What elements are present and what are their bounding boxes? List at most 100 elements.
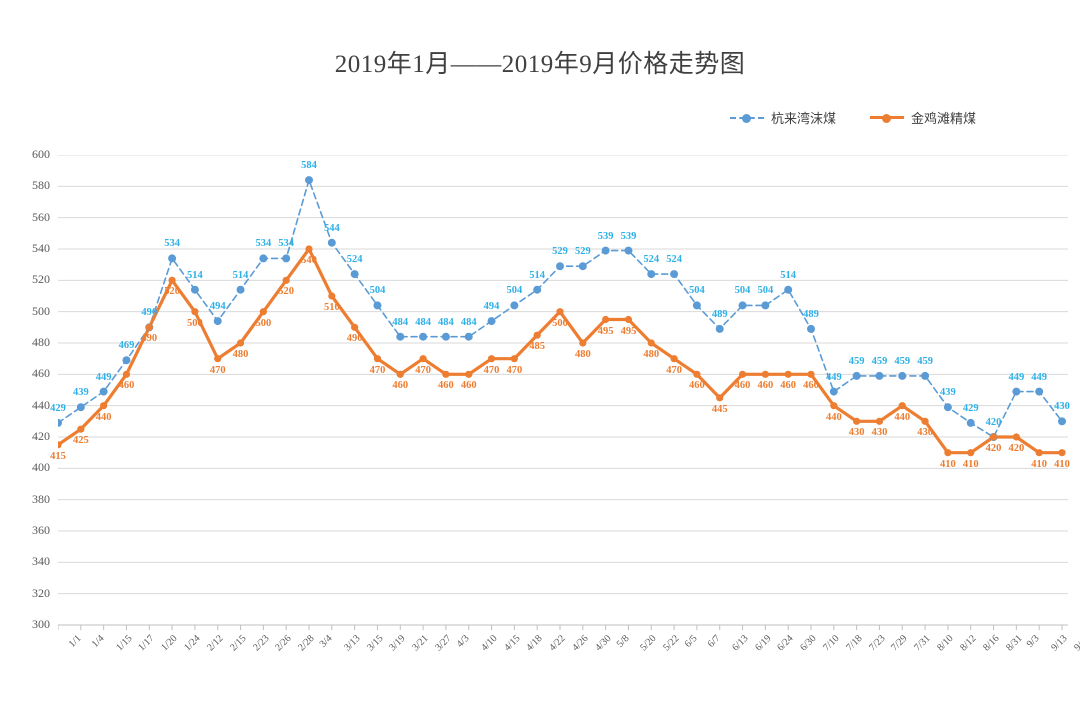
data-label: 510	[323, 302, 340, 313]
data-point[interactable]	[898, 402, 906, 410]
data-point[interactable]	[624, 315, 633, 324]
data-point[interactable]	[305, 245, 313, 253]
data-point[interactable]	[236, 339, 245, 347]
data-point[interactable]	[875, 417, 884, 425]
data-point[interactable]	[259, 254, 268, 263]
data-point[interactable]	[647, 339, 655, 347]
data-point[interactable]	[944, 449, 952, 457]
data-point[interactable]	[967, 449, 975, 457]
plot-area: 600 580 560 540 520 500 480 460 440 420 400 380 360 3…	[32, 147, 1080, 653]
data-point[interactable]	[1012, 433, 1020, 441]
data-point[interactable]	[875, 371, 884, 380]
data-point[interactable]	[1058, 417, 1066, 426]
data-point[interactable]	[853, 417, 861, 425]
data-point[interactable]	[693, 370, 701, 378]
data-point[interactable]	[943, 403, 952, 412]
data-point[interactable]	[214, 355, 222, 363]
data-point[interactable]	[602, 315, 610, 324]
data-point[interactable]	[556, 308, 564, 316]
data-point[interactable]	[419, 355, 427, 363]
data-label: 480	[232, 349, 249, 360]
data-point[interactable]	[350, 270, 359, 279]
data-point[interactable]	[58, 441, 62, 449]
data-point[interactable]	[76, 403, 85, 412]
data-point[interactable]	[761, 301, 770, 310]
data-point[interactable]	[259, 308, 267, 316]
data-point[interactable]	[419, 332, 428, 341]
data-point[interactable]	[647, 270, 656, 279]
data-label: 490	[346, 333, 363, 345]
data-point[interactable]	[784, 285, 793, 294]
data-label: 430	[917, 427, 933, 439]
data-label: 460	[460, 380, 477, 392]
data-point[interactable]	[579, 339, 587, 347]
data-point[interactable]	[191, 308, 199, 316]
data-point[interactable]	[761, 370, 769, 378]
data-point[interactable]	[829, 387, 838, 396]
data-point[interactable]	[784, 370, 792, 378]
data-point[interactable]	[213, 317, 222, 326]
data-point[interactable]	[738, 301, 747, 310]
data-point[interactable]	[58, 418, 62, 427]
data-point[interactable]	[351, 323, 359, 331]
data-point[interactable]	[533, 331, 541, 339]
data-point[interactable]	[1012, 387, 1021, 396]
data-point[interactable]	[168, 254, 177, 263]
data-point[interactable]	[807, 370, 815, 378]
data-point[interactable]	[373, 301, 382, 310]
data-point[interactable]	[670, 355, 678, 363]
legend-item-hanglaiwan[interactable]: 杭来湾沫煤	[730, 108, 836, 127]
data-point[interactable]	[692, 301, 701, 310]
data-point[interactable]	[921, 371, 930, 380]
data-point[interactable]	[190, 285, 199, 294]
legend-item-jinjitan[interactable]: 金鸡滩精煤	[870, 108, 976, 127]
data-point[interactable]	[327, 238, 336, 247]
data-point[interactable]	[441, 332, 450, 341]
data-point[interactable]	[122, 370, 131, 378]
data-point[interactable]	[396, 332, 405, 341]
data-point[interactable]	[556, 262, 564, 271]
data-point[interactable]	[305, 176, 313, 185]
data-point[interactable]	[236, 285, 245, 294]
data-point[interactable]	[328, 292, 336, 300]
y-axis-tick-label: 540	[32, 241, 50, 255]
data-point[interactable]	[966, 418, 975, 427]
data-point[interactable]	[122, 356, 131, 365]
data-point[interactable]	[99, 387, 108, 396]
data-point[interactable]	[282, 254, 291, 263]
data-point[interactable]	[852, 371, 861, 380]
data-point[interactable]	[396, 370, 404, 378]
data-point[interactable]	[510, 355, 518, 363]
data-point[interactable]	[487, 355, 496, 363]
data-point[interactable]	[464, 332, 473, 341]
data-point[interactable]	[830, 402, 838, 410]
data-point[interactable]	[578, 262, 587, 271]
data-point[interactable]	[601, 246, 610, 255]
data-point[interactable]	[921, 417, 929, 425]
data-point[interactable]	[716, 394, 724, 402]
data-point[interactable]	[715, 324, 724, 333]
data-point[interactable]	[510, 301, 519, 310]
data-point[interactable]	[989, 433, 998, 441]
data-label: 449	[95, 371, 112, 383]
data-point[interactable]	[738, 370, 747, 378]
data-point[interactable]	[282, 276, 290, 284]
data-point[interactable]	[77, 425, 85, 433]
data-point[interactable]	[1035, 387, 1044, 396]
data-point[interactable]	[1035, 449, 1043, 457]
data-point[interactable]	[145, 323, 153, 331]
data-label: 415	[50, 450, 66, 462]
data-point[interactable]	[442, 370, 450, 378]
data-point[interactable]	[373, 355, 382, 363]
data-point[interactable]	[807, 324, 815, 333]
chart-svg	[58, 155, 1068, 630]
data-point[interactable]	[100, 402, 108, 410]
data-point[interactable]	[465, 370, 473, 378]
data-point[interactable]	[670, 270, 679, 279]
data-point[interactable]	[1058, 449, 1066, 457]
data-point[interactable]	[624, 246, 633, 255]
data-point[interactable]	[487, 317, 496, 326]
data-point[interactable]	[168, 276, 176, 284]
data-point[interactable]	[898, 371, 907, 380]
data-point[interactable]	[533, 285, 542, 294]
